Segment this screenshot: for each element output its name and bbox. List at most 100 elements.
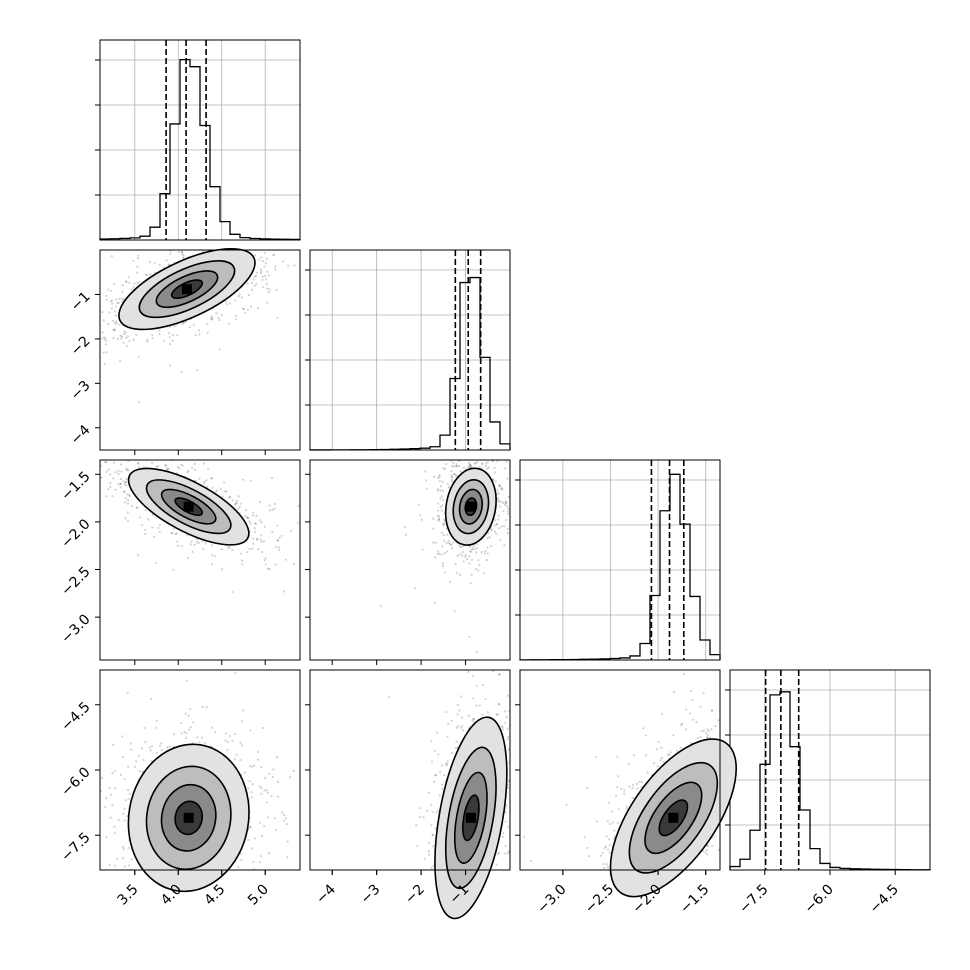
sample-point: [105, 351, 108, 354]
sample-point: [247, 517, 250, 520]
sample-point: [253, 522, 256, 525]
x-tick-label: −4: [313, 881, 339, 907]
sample-point: [122, 848, 125, 851]
sample-point: [276, 538, 279, 542]
sample-point: [244, 311, 247, 315]
sample-point: [253, 527, 256, 530]
sample-point: [440, 495, 443, 498]
sample-point: [424, 470, 427, 473]
hist-panel-1: [305, 249, 511, 451]
sample-point: [430, 739, 433, 743]
sample-point: [152, 535, 156, 539]
sample-point: [151, 337, 154, 340]
sample-point: [445, 710, 448, 714]
sample-point: [204, 542, 207, 545]
sample-point: [257, 548, 260, 551]
sample-point: [209, 317, 212, 320]
sample-point: [118, 297, 121, 300]
sample-point: [435, 811, 438, 814]
sample-point: [193, 543, 196, 546]
sample-point: [433, 780, 436, 783]
sample-point: [467, 465, 470, 469]
sample-point: [271, 775, 275, 779]
sample-point: [427, 841, 430, 844]
sample-point: [115, 322, 118, 325]
sample-point: [507, 735, 510, 738]
sample-point: [281, 260, 285, 263]
sample-point: [438, 794, 441, 797]
sample-point: [504, 710, 507, 713]
sample-point: [287, 264, 290, 267]
sample-point: [167, 263, 170, 266]
sample-point: [460, 545, 463, 549]
y-tick-label: −3: [68, 378, 94, 404]
sample-point: [438, 552, 441, 555]
sample-point: [248, 780, 251, 783]
sample-point: [248, 547, 251, 551]
sample-point: [659, 758, 662, 762]
sample-point: [105, 835, 108, 839]
sample-point: [604, 845, 607, 848]
sample-point: [498, 702, 501, 706]
hist-panel-2: [515, 459, 721, 661]
sample-point: [144, 509, 147, 512]
sample-point: [471, 719, 474, 722]
sample-point: [495, 713, 498, 716]
sample-point: [461, 554, 464, 557]
sample-point: [458, 573, 462, 576]
sample-point: [124, 280, 128, 283]
sample-point: [261, 278, 264, 282]
sample-point: [264, 262, 268, 265]
sample-point: [276, 316, 279, 320]
sample-point: [457, 464, 461, 468]
sample-point: [586, 846, 589, 849]
sample-point: [173, 325, 176, 328]
sample-point: [240, 720, 244, 723]
x-tick-label: 3.5: [115, 882, 142, 909]
sample-point: [507, 779, 510, 782]
sample-point: [257, 758, 260, 761]
sample-point: [490, 544, 493, 548]
sample-point: [113, 329, 116, 332]
sample-point: [130, 748, 133, 751]
sample-point: [128, 493, 131, 497]
sample-point: [706, 853, 709, 856]
sample-point: [258, 501, 261, 504]
sample-point: [504, 467, 507, 470]
sample-point: [223, 481, 226, 484]
panel-frame: [519, 459, 721, 661]
sample-point: [449, 542, 452, 546]
y-tick-label: −2.0: [58, 516, 93, 551]
sample-point: [282, 590, 286, 593]
sample-point: [151, 462, 154, 465]
sample-point: [252, 511, 255, 514]
contour-line: [170, 279, 204, 299]
sample-point: [249, 826, 252, 829]
sample-point: [164, 463, 167, 466]
sample-point: [441, 480, 444, 483]
sample-point: [262, 540, 266, 543]
sample-point: [426, 809, 429, 812]
sample-point: [154, 726, 157, 729]
sample-point: [136, 461, 140, 464]
sample-point: [440, 509, 443, 512]
sample-point: [122, 490, 126, 494]
sample-point: [251, 847, 254, 850]
sample-point: [238, 293, 241, 296]
sample-point: [185, 736, 188, 739]
sample-point: [646, 771, 649, 774]
sample-point: [220, 314, 223, 317]
sample-point: [462, 729, 465, 732]
sample-point: [171, 334, 175, 337]
sample-point: [467, 670, 470, 673]
sample-point: [489, 527, 492, 531]
sample-point: [631, 796, 634, 799]
sample-point: [217, 316, 220, 320]
sample-point: [434, 774, 437, 777]
sample-point: [123, 778, 126, 781]
density-peak: [183, 812, 194, 823]
sample-point: [252, 860, 255, 864]
sample-point: [250, 281, 254, 285]
sample-point: [112, 743, 115, 747]
sample-point: [105, 495, 108, 498]
